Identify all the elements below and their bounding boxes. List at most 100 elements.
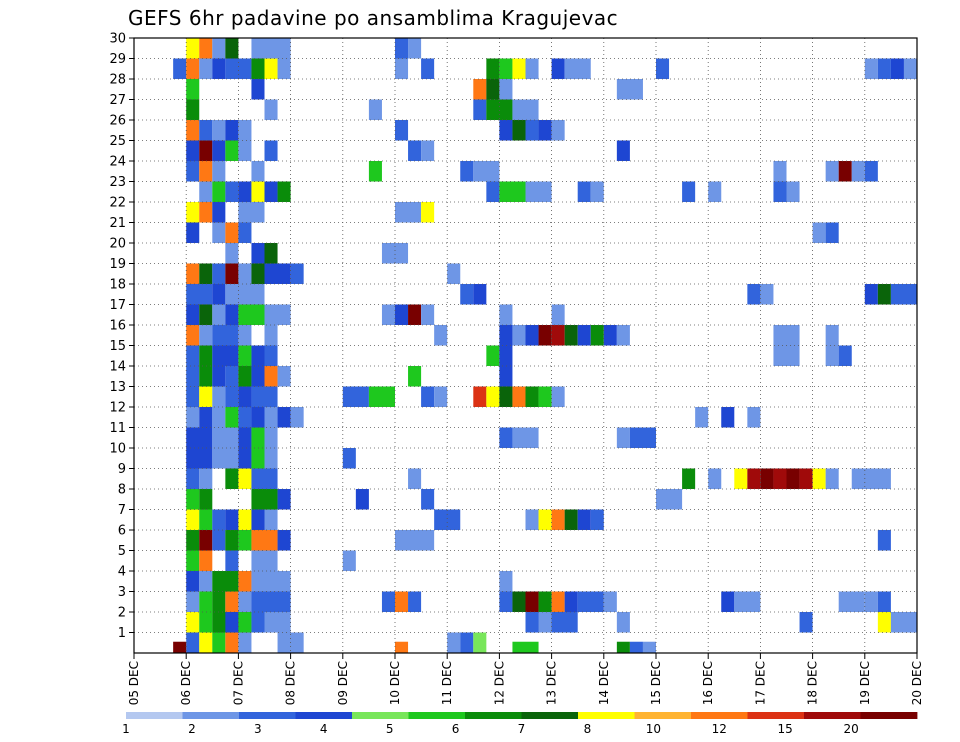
- heatmap-cell: [395, 202, 422, 223]
- heatmap-cell: [825, 222, 839, 243]
- heatmap-cell: [199, 550, 213, 571]
- heatmap-cell: [434, 325, 448, 346]
- heatmap-cell: [564, 591, 578, 612]
- heatmap-cell: [199, 407, 213, 428]
- heatmap-cell: [538, 612, 552, 633]
- heatmap-cell: [186, 386, 200, 407]
- heatmap-cell: [890, 58, 904, 79]
- colorbar-segment: [239, 712, 296, 719]
- heatmap-cell: [512, 591, 526, 612]
- heatmap-cell: [551, 509, 565, 530]
- heatmap-cell: [812, 468, 826, 489]
- heatmap-cell: [251, 571, 265, 592]
- heatmap-cell: [499, 79, 513, 100]
- heatmap-cell: [199, 571, 213, 592]
- heatmap-cell: [264, 99, 278, 120]
- heatmap-cell: [734, 591, 761, 612]
- heatmap-cell: [538, 386, 552, 407]
- heatmap-cell: [616, 641, 630, 653]
- heatmap-cell: [290, 407, 304, 428]
- heatmap-cell: [277, 489, 291, 510]
- heatmap-cell: [238, 407, 252, 428]
- heatmap-cell: [773, 181, 787, 202]
- heatmap-cell: [186, 325, 200, 346]
- heatmap-cell: [486, 99, 513, 120]
- heatmap-cell: [760, 468, 774, 489]
- heatmap-cell: [499, 181, 526, 202]
- chart-title: GEFS 6hr padavine po ansamblima Kragujev…: [128, 6, 619, 30]
- colorbar-label: 8: [584, 722, 592, 736]
- heatmap-cell: [264, 140, 278, 161]
- heatmap-cell: [238, 612, 252, 633]
- heatmap-cell: [186, 448, 213, 469]
- heatmap-cell: [786, 181, 800, 202]
- heatmap-cell: [212, 509, 226, 530]
- colorbar-segment: [465, 712, 522, 719]
- x-tick-label: 11 DEC: [440, 661, 454, 705]
- heatmap-cell: [499, 591, 513, 612]
- heatmap-cell: [421, 386, 435, 407]
- heatmap-cell: [512, 325, 526, 346]
- heatmap-cell: [590, 509, 604, 530]
- heatmap-cell: [225, 612, 239, 633]
- heatmap-cell: [212, 202, 226, 223]
- heatmap-cell: [368, 99, 382, 120]
- heatmap-cell: [251, 468, 278, 489]
- heatmap-cell: [186, 509, 200, 530]
- heatmap-cell: [825, 345, 839, 366]
- heatmap-cell: [264, 612, 291, 633]
- heatmap-cell: [238, 325, 252, 346]
- heatmap-cell: [251, 181, 265, 202]
- heatmap-cell: [525, 181, 552, 202]
- heatmap-cell: [864, 161, 878, 182]
- x-tick-label: 18 DEC: [806, 661, 820, 705]
- heatmap-cell: [773, 345, 800, 366]
- heatmap-cell: [564, 325, 578, 346]
- heatmap-cell: [395, 120, 409, 141]
- heatmap-cell: [212, 38, 226, 59]
- heatmap-cell: [421, 202, 435, 223]
- heatmap-cell: [538, 591, 552, 612]
- heatmap-cell: [538, 509, 552, 530]
- heatmap-cell: [499, 58, 513, 79]
- heatmap-cell: [603, 591, 617, 612]
- heatmap-cell: [251, 509, 265, 530]
- heatmap-cell: [277, 58, 291, 79]
- heatmap-cell: [786, 468, 800, 489]
- heatmap-cell: [186, 468, 200, 489]
- heatmap-cell: [212, 591, 226, 612]
- colorbar-label: 2: [188, 722, 196, 736]
- heatmap-cell: [656, 58, 670, 79]
- heatmap-cell: [408, 366, 422, 387]
- heatmap-cell: [173, 58, 187, 79]
- heatmap-cell: [499, 366, 513, 387]
- x-tick-label: 10 DEC: [388, 661, 402, 705]
- heatmap-cell: [877, 612, 891, 633]
- heatmap-cell: [264, 407, 278, 428]
- heatmap-cell: [564, 509, 578, 530]
- heatmap-cell: [238, 448, 252, 469]
- heatmap-cell: [238, 222, 252, 243]
- heatmap-cell: [551, 58, 565, 79]
- heatmap-cell: [199, 140, 213, 161]
- heatmap-cell: [264, 366, 278, 387]
- colorbar-label: 15: [778, 722, 793, 736]
- heatmap-cell: [355, 489, 369, 510]
- x-tick-label: 17 DEC: [753, 661, 767, 705]
- heatmap-cell: [199, 632, 213, 653]
- colorbar-segment: [860, 712, 918, 719]
- colorbar-label: 5: [386, 722, 394, 736]
- heatmap-cell: [408, 140, 422, 161]
- y-tick-label: 10: [109, 442, 126, 457]
- heatmap-cell: [225, 38, 239, 59]
- heatmap-cell: [395, 530, 435, 551]
- heatmap-cell: [225, 58, 252, 79]
- heatmap-cell: [395, 304, 409, 325]
- heatmap-cell: [199, 202, 213, 223]
- heatmap-cell: [251, 407, 265, 428]
- heatmap-cell: [512, 120, 526, 141]
- x-tick-label: 13 DEC: [545, 661, 559, 705]
- colorbar-segment: [804, 712, 861, 719]
- x-tick-label: 20 DEC: [910, 661, 924, 705]
- heatmap-cell: [238, 632, 252, 653]
